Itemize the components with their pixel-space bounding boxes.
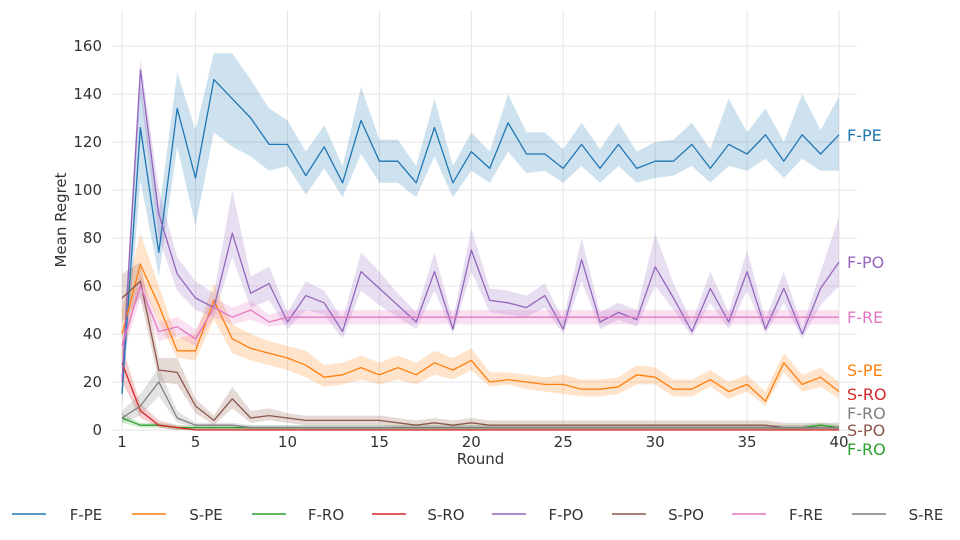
series-end-labels: F-PEF-POF-RES-PES-ROF-ROS-POF-RO (847, 126, 887, 459)
end-label-f-ro: F-RO (847, 440, 886, 459)
x-tick-label: 20 (462, 433, 481, 451)
end-label-s-po: S-PO (847, 421, 885, 440)
x-tick-label: 10 (278, 433, 297, 451)
band-s-re (122, 367, 839, 430)
x-tick-label: 30 (646, 433, 665, 451)
y-tick-label: 140 (73, 85, 102, 103)
y-tick-label: 100 (73, 181, 102, 199)
confidence-bands (122, 53, 839, 430)
end-label-s-re: F-RO (847, 404, 886, 423)
x-tick-label: 35 (738, 433, 757, 451)
x-axis-title: Round (457, 450, 504, 468)
x-tick-label: 1 (117, 433, 127, 451)
legend-label: F-PE (70, 506, 103, 524)
series-lines (121, 69, 840, 431)
y-tick-label: 0 (92, 421, 102, 439)
legend-label: F-RO (308, 506, 344, 524)
x-tick-label: 15 (370, 433, 389, 451)
band-f-po (122, 58, 839, 394)
legend-label: S-PO (668, 506, 704, 524)
end-label-s-pe: S-PE (847, 361, 883, 380)
end-label-s-ro: S-RO (847, 385, 887, 404)
legend-label: F-RE (789, 506, 823, 524)
y-tick-label: 60 (83, 277, 102, 295)
y-tick-label: 20 (83, 373, 102, 391)
line-f-re (121, 285, 839, 347)
line-s-re (121, 381, 839, 429)
y-tick-label: 80 (83, 229, 102, 247)
x-tick-label: 5 (191, 433, 201, 451)
y-axis-ticks: 0 20 40 60 80 100 120 140 160 (73, 37, 102, 439)
y-tick-label: 160 (73, 37, 102, 55)
end-label-f-re: F-RE (847, 308, 883, 327)
line-s-pe (121, 263, 840, 402)
end-label-f-pe: F-PE (847, 126, 882, 145)
x-tick-label: 25 (554, 433, 573, 451)
line-s-ro (121, 362, 839, 431)
line-s-po (121, 280, 839, 429)
y-axis-title: Mean Regret (52, 172, 70, 267)
band-f-re (122, 274, 839, 358)
end-label-f-po: F-PO (847, 253, 884, 272)
legend-label: S-RE (909, 506, 944, 524)
y-tick-label: 40 (83, 325, 102, 343)
x-axis-ticks: 1 5 10 15 20 25 30 35 40 (117, 433, 848, 451)
legend-label: S-RO (427, 506, 464, 524)
line-f-po (121, 69, 840, 383)
x-tick-label: 40 (829, 433, 848, 451)
legend-label: F-PO (549, 506, 584, 524)
legend-label: S-PE (189, 506, 222, 524)
y-tick-label: 120 (73, 133, 102, 151)
legend: F-PE S-PE F-RO S-RO F-PO S-PO F-RE S-RE (12, 506, 943, 524)
line-f-pe (121, 78, 840, 395)
